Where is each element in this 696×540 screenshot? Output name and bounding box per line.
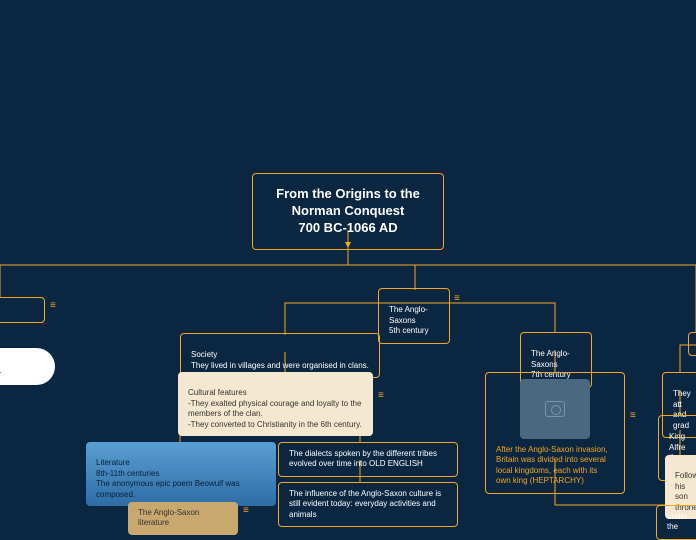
influence-node[interactable]: The influence of the Anglo-Saxon culture… [278,482,458,527]
camera-icon [545,401,565,417]
root-line3: 700 BC-1066 AD [273,220,423,237]
right-partial-a[interactable]: a [688,332,696,356]
under-the-node[interactable]: under the [656,505,696,540]
left-white-text: ms barrier. [0,366,2,375]
menu-icon[interactable]: ≡ [243,505,249,516]
dialects-text: The dialects spoken by the different tri… [289,449,437,468]
under-the-text: under the [667,512,687,531]
menu-icon[interactable]: ≡ [454,293,460,304]
anglo-5th-text: The Anglo-Saxons 5th century [389,305,429,335]
influence-text: The influence of the Anglo-Saxon culture… [289,489,441,519]
left-partial-node[interactable]: l of [0,297,45,323]
cultural-node[interactable]: Cultural features -They exalted physical… [178,372,373,436]
left-white-node[interactable]: ms barrier. [0,348,55,385]
root-line2: Norman Conquest [273,203,423,220]
literature-text: Literature 8th-11th centuries The anonym… [96,458,240,498]
invasion-node[interactable]: After the Anglo-Saxon invasion, Britain … [485,372,625,494]
anglo-saxons-5th-node[interactable]: The Anglo-Saxons 5th century [378,288,450,344]
anglo-lit-text: The Anglo-Saxon literature [138,508,199,527]
menu-icon[interactable]: ≡ [50,300,56,311]
root-line1: From the Origins to the [273,186,423,203]
menu-icon[interactable]: ≡ [378,390,384,401]
invasion-text: After the Anglo-Saxon invasion, Britain … [496,445,608,485]
anglo-lit-node[interactable]: The Anglo-Saxon literature [128,502,238,535]
dialects-node[interactable]: The dialects spoken by the different tri… [278,442,458,477]
image-placeholder [520,379,590,439]
cultural-text: Cultural features -They exalted physical… [188,388,362,428]
society-text: Society They lived in villages and were … [191,350,369,369]
literature-node[interactable]: Literature 8th-11th centuries The anonym… [86,442,276,506]
menu-icon[interactable]: ≡ [630,410,636,421]
root-node[interactable]: From the Origins to the Norman Conquest … [252,173,444,250]
